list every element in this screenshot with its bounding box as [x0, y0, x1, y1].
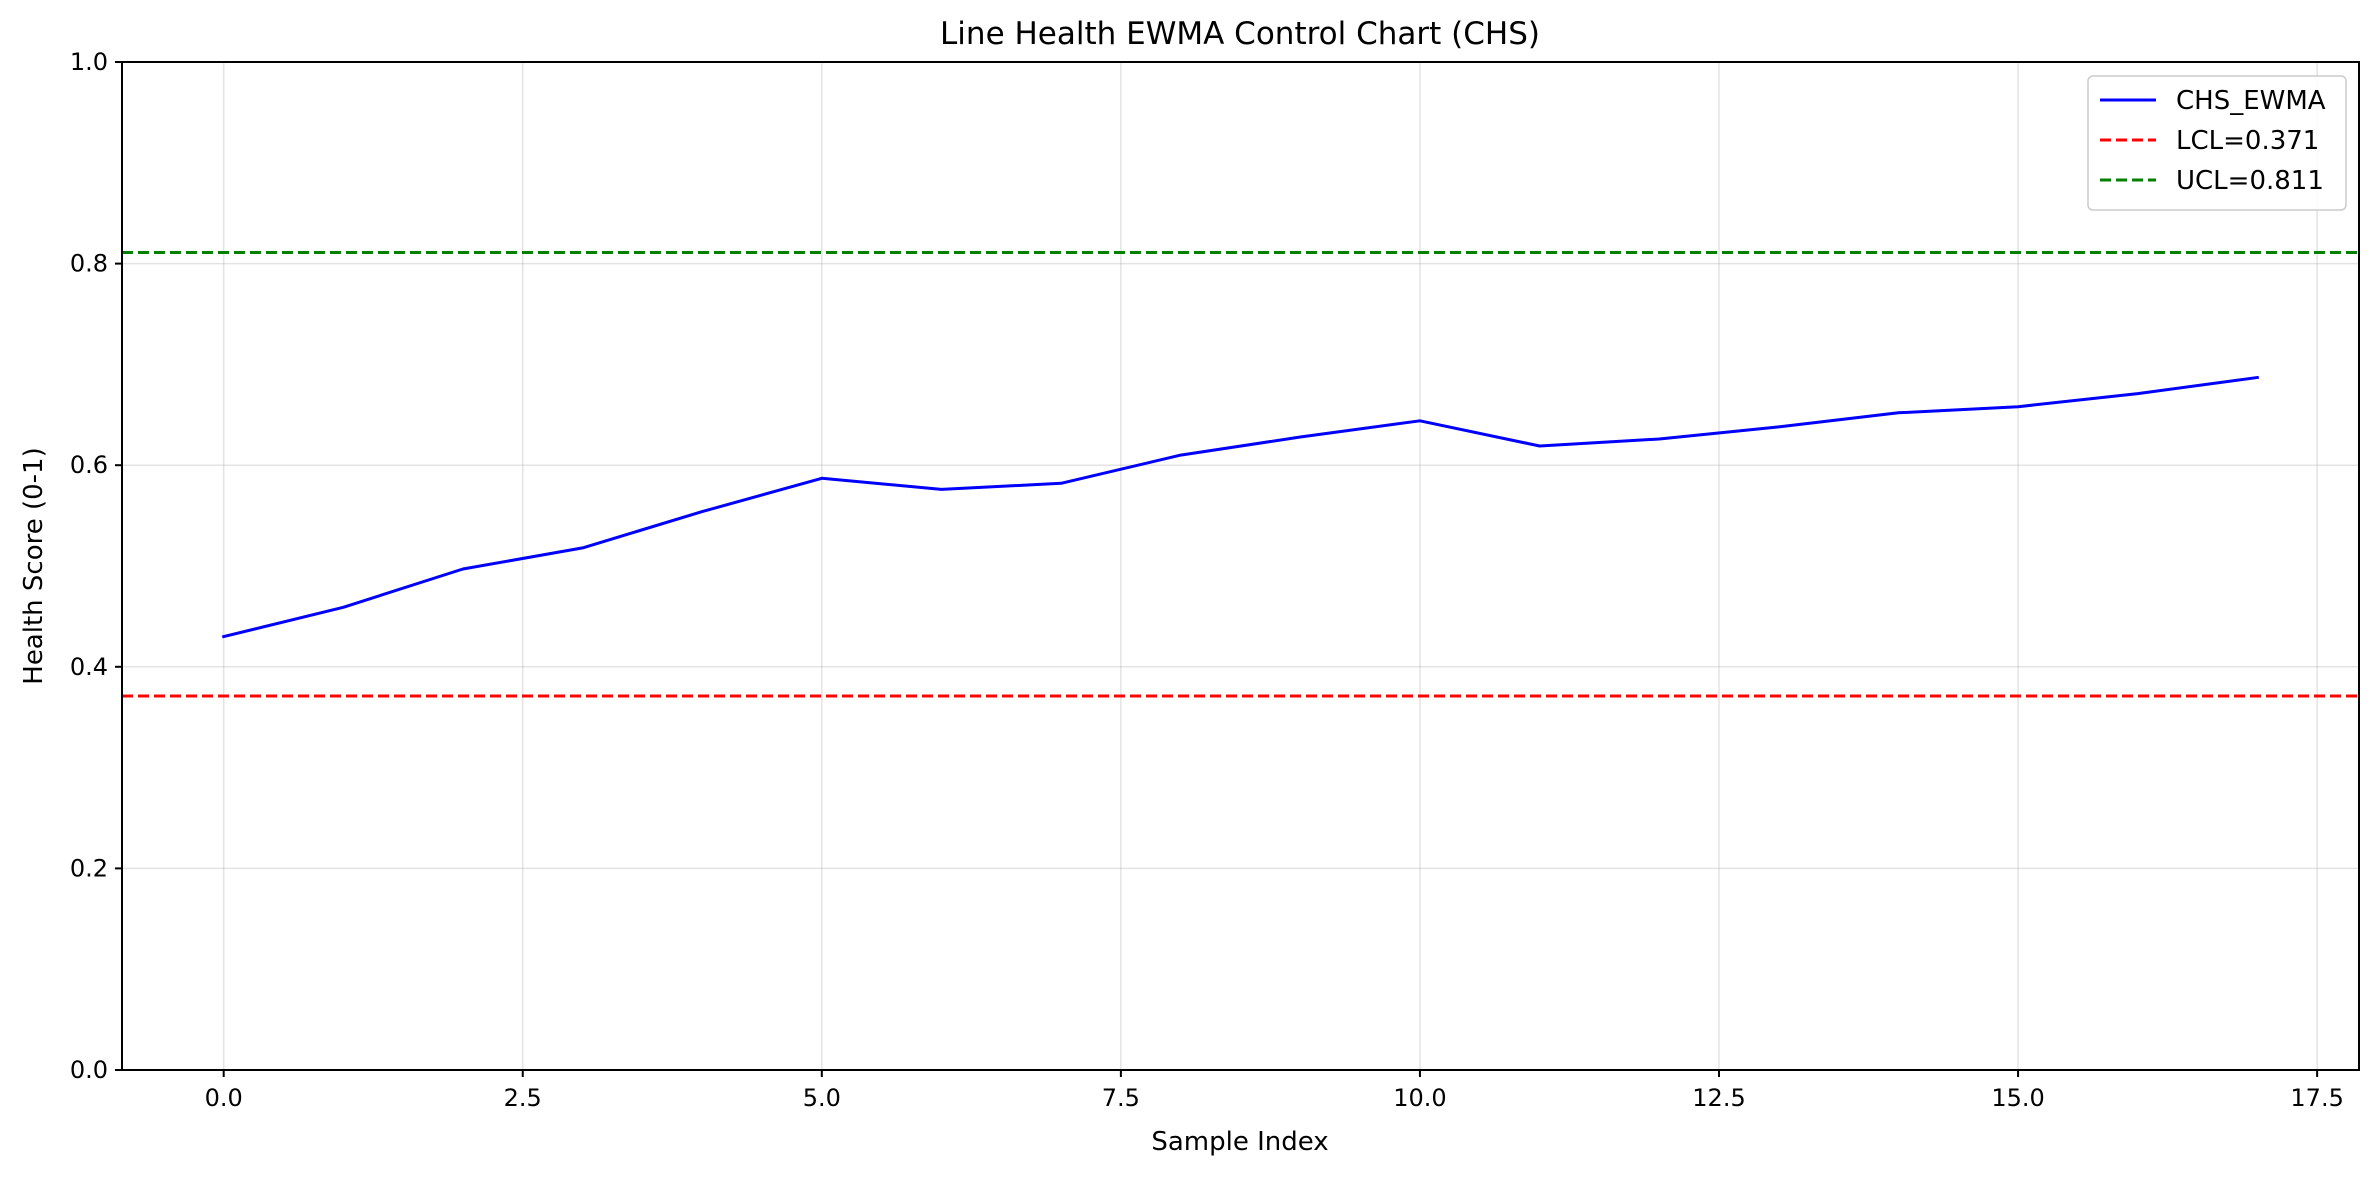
y-tick-label: 0.2 [70, 854, 108, 882]
series-layer [221, 375, 2259, 639]
legend-label: LCL=0.371 [2176, 126, 2319, 156]
legend-box [2087, 75, 2347, 211]
y-axis-label: Health Score (0-1) [19, 447, 49, 684]
x-tick-label: 5.0 [803, 1084, 841, 1112]
y-tick-label: 0.6 [70, 451, 108, 479]
x-tick-label: 0.0 [205, 1084, 243, 1112]
legend: CHS_EWMA LCL=0.371 UCL=0.811 [2087, 75, 2347, 211]
legend-label: CHS_EWMA [2176, 86, 2326, 116]
x-axis-label: Sample Index [1151, 1127, 1328, 1157]
y-tick-label: 1.0 [70, 48, 108, 76]
grid-layer [122, 61, 2359, 1071]
y-tick-label: 0.0 [70, 1056, 108, 1084]
legend-entries: CHS_EWMA LCL=0.371 UCL=0.811 [2100, 86, 2326, 196]
x-tick-label: 12.5 [1692, 1084, 1745, 1112]
plot-frame [121, 61, 2360, 1071]
chart-title: Line Health EWMA Control Chart (CHS) [940, 16, 1540, 52]
y-tick-label: 0.4 [70, 653, 108, 681]
x-tick-label: 17.5 [2290, 1084, 2343, 1112]
y-tick-label: 0.8 [70, 250, 108, 278]
x-tick-label: 2.5 [504, 1084, 542, 1112]
y-axis-ticks: 0.0 0.2 0.4 0.6 0.8 1.0 [70, 48, 122, 1084]
x-tick-label: 15.0 [1991, 1084, 2044, 1112]
x-axis-ticks: 0.0 2.5 5.0 7.5 10.0 12.5 15.0 17.5 [205, 1070, 2344, 1112]
legend-label: UCL=0.811 [2176, 166, 2324, 196]
reference-lines-layer [122, 251, 2359, 698]
x-tick-label: 7.5 [1102, 1084, 1140, 1112]
series-line-chs-ewma [221, 375, 2259, 639]
x-tick-label: 10.0 [1393, 1084, 1446, 1112]
